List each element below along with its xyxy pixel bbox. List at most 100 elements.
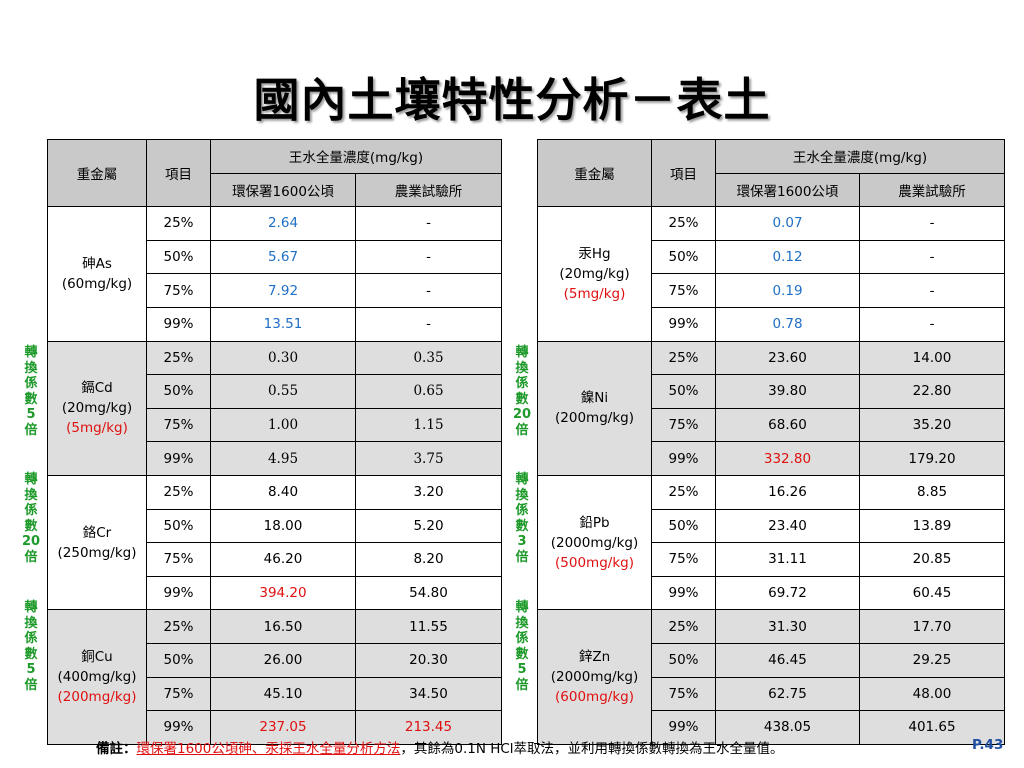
epa-value-cell: 0.30	[210, 340, 356, 376]
percentile-cell: 75%	[651, 273, 716, 308]
table-row: 99% 0.78-	[538, 306, 1006, 342]
percentile-cell: 99%	[146, 710, 211, 745]
percentile-cell: 50%	[651, 374, 716, 409]
metal-name: 鎘Cd	[81, 380, 113, 397]
metal-limit: (60mg/kg)	[61, 275, 133, 292]
metal-limit: (2000mg/kg)	[550, 534, 639, 551]
header-aqua-regia: 王水全量濃度(mg/kg)	[714, 139, 1006, 174]
agri-value-cell: 13.89	[858, 508, 1006, 544]
table-row: 75% 7.92-	[48, 273, 503, 308]
epa-value-cell: 394.20	[210, 575, 356, 611]
percentile-cell: 75%	[651, 676, 716, 712]
percentile-cell: 75%	[146, 273, 211, 308]
right-table: 重金屬 項目 王水全量濃度(mg/kg) 環保署1600公頃 農業試驗所 汞Hg (20mg…	[537, 138, 1006, 745]
metal-name: 砷As	[82, 255, 112, 272]
table-row: 75% 62.75 48.00	[538, 676, 1006, 712]
side-label-cd: 轉 換 係 數 5 倍	[24, 345, 38, 438]
header-item: 項目	[651, 138, 716, 208]
table-row: 50% 23.40 13.89	[538, 508, 1006, 544]
epa-value-cell: 16.26	[715, 474, 860, 510]
metal-cell: 鎳Ni (200mg/kg)	[537, 340, 652, 476]
header-metal: 重金屬	[47, 138, 147, 208]
epa-value-cell: 0.19	[715, 273, 860, 308]
table-row: 99% 13.51-	[48, 306, 503, 342]
side-label-cu: 轉 換 係 數 5 倍	[24, 600, 38, 693]
epa-value-cell: 7.92	[210, 273, 356, 308]
agri-value-cell: 3.20	[354, 474, 503, 510]
percentile-cell: 25%	[146, 474, 211, 510]
agri-value-cell: -	[858, 239, 1006, 275]
table-row: 99% 394.20 54.80	[48, 575, 503, 611]
table-row: 鎘Cd (20mg/kg) (5mg/kg) 25% 0.30 0.35	[47, 340, 503, 476]
agri-value-cell: -	[354, 273, 503, 308]
agri-value-cell: 17.70	[858, 609, 1006, 644]
header-epa: 環保署1600公頃	[210, 172, 356, 208]
side-label-cr: 轉 換 係 數 20 倍	[21, 472, 41, 565]
epa-value-cell: 0.55	[210, 374, 356, 409]
percentile-cell: 50%	[651, 642, 716, 678]
agri-value-cell: 22.80	[858, 374, 1006, 409]
epa-value-cell: 23.60	[715, 340, 860, 376]
metal-cell: 鋅Zn (2000mg/kg) (600mg/kg)	[537, 609, 652, 745]
epa-value-cell: 68.60	[715, 407, 860, 443]
metal-cell: 汞Hg (20mg/kg) (5mg/kg)	[537, 206, 652, 342]
table-row: 75% 1.00 1.15	[48, 407, 503, 443]
epa-value-cell: 23.40	[715, 508, 860, 544]
epa-value-cell: 5.67	[210, 239, 356, 275]
percentile-cell: 99%	[651, 575, 716, 611]
agri-value-cell: -	[354, 206, 503, 241]
percentile-cell: 25%	[146, 340, 211, 376]
table-row: 50% 39.80 22.80	[538, 374, 1006, 409]
epa-value-cell: 62.75	[715, 676, 860, 712]
note-link[interactable]: 環保署1600公頃砷、汞採王水全量分析方法	[136, 741, 401, 757]
epa-value-cell: 4.95	[210, 441, 356, 476]
table-row: 99% 438.05 401.65	[538, 710, 1006, 745]
table-row: 鋅Zn (2000mg/kg) (600mg/kg) 25% 31.30 17.70	[537, 609, 1006, 745]
agri-value-cell: 401.65	[858, 710, 1006, 745]
percentile-cell: 99%	[651, 441, 716, 476]
epa-value-cell: 31.11	[715, 542, 860, 577]
percentile-cell: 75%	[651, 542, 716, 577]
epa-value-cell: 45.10	[210, 676, 356, 712]
percentile-cell: 50%	[146, 642, 211, 678]
epa-value-cell: 31.30	[715, 609, 860, 644]
table-row: 砷As (60mg/kg) 25% 2.64-	[47, 206, 503, 342]
agri-value-cell: 20.30	[354, 642, 503, 678]
epa-value-cell: 0.78	[715, 306, 860, 342]
agri-value-cell: 34.50	[354, 676, 503, 712]
percentile-cell: 25%	[651, 206, 716, 241]
agri-value-cell: 48.00	[858, 676, 1006, 712]
note-label: 備註：	[96, 741, 137, 757]
metal-limit: (200mg/kg)	[555, 410, 634, 427]
side-label-ni: 轉 換 係 數 20 倍	[512, 345, 532, 438]
percentile-cell: 99%	[146, 441, 211, 476]
header-agri: 農業試驗所	[858, 172, 1006, 208]
table-row: 50% 26.00 20.30	[48, 642, 503, 678]
metal-cell: 砷As (60mg/kg)	[47, 206, 147, 342]
epa-value-cell: 46.20	[210, 542, 356, 577]
page-number: P.43	[972, 737, 1004, 753]
agri-value-cell: 14.00	[858, 340, 1006, 376]
percentile-cell: 99%	[146, 575, 211, 611]
epa-value-cell: 13.51	[210, 306, 356, 342]
agri-value-cell: 60.45	[858, 575, 1006, 611]
percentile-cell: 25%	[146, 206, 211, 241]
epa-value-cell: 16.50	[210, 609, 356, 644]
table-row: 99% 237.05 213.45	[48, 710, 503, 745]
percentile-cell: 50%	[651, 239, 716, 275]
header-epa: 環保署1600公頃	[715, 172, 860, 208]
table-row: 75% 45.10 34.50	[48, 676, 503, 712]
table-row: 75% 31.11 20.85	[538, 542, 1006, 577]
footnote: 備註：環保署1600公頃砷、汞採王水全量分析方法，其餘為0.1N HCl萃取法，…	[96, 737, 784, 757]
table-row: 50% 5.67-	[48, 239, 503, 275]
percentile-cell: 75%	[146, 676, 211, 712]
percentile-cell: 99%	[651, 710, 716, 745]
metal-name: 鎳Ni	[580, 390, 609, 407]
metal-limit-secondary: (5mg/kg)	[66, 420, 128, 437]
agri-value-cell: 20.85	[858, 542, 1006, 577]
table-row: 50% 46.45 29.25	[538, 642, 1006, 678]
metal-limit: (2000mg/kg)	[550, 669, 639, 685]
table-row: 50% 0.12-	[538, 239, 1006, 275]
metal-limit-secondary: (5mg/kg)	[563, 285, 626, 302]
header-item: 項目	[146, 138, 211, 208]
